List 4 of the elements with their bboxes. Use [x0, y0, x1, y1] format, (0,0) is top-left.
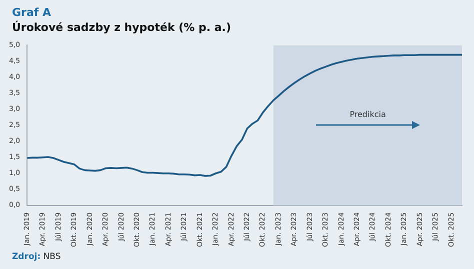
chart-subtitle: Úrokové sadzby z hypoték (% p. a.): [12, 21, 231, 34]
annotation: Predikcia: [350, 110, 386, 120]
text: Zdroj: NBS: [12, 252, 61, 262]
chart-title: Graf A: [12, 6, 52, 19]
